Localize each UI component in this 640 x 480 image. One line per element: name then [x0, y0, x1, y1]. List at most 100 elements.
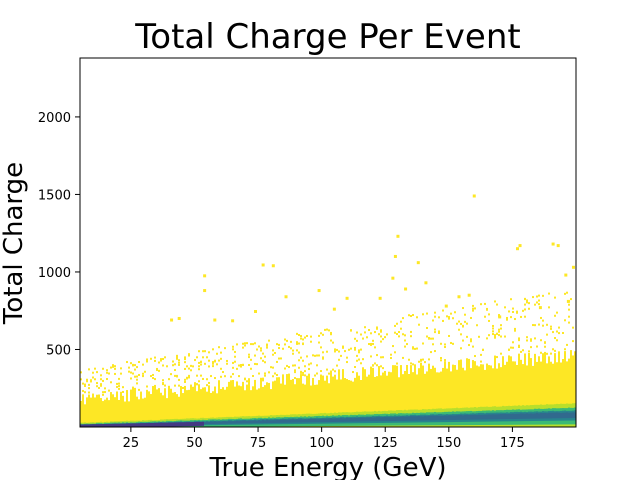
- histogram-bin: [112, 365, 114, 368]
- histogram-bin: [176, 357, 178, 360]
- histogram-bin: [100, 384, 102, 387]
- histogram-bin: [518, 337, 520, 340]
- histogram-bin: [394, 351, 396, 354]
- histogram-bin: [214, 386, 216, 427]
- histogram-bin: [130, 371, 132, 374]
- histogram-bin: [236, 343, 238, 346]
- histogram-bin: [294, 419, 296, 423]
- histogram-bin: [354, 377, 356, 427]
- histogram-bin: [532, 296, 534, 299]
- histogram-bin: [540, 316, 542, 319]
- histogram-bin: [304, 419, 306, 423]
- histogram-bin: [232, 348, 234, 351]
- histogram-bin: [300, 371, 302, 374]
- histogram-bin: [198, 361, 200, 364]
- histogram-bin: [160, 359, 162, 362]
- histogram-bin: [558, 351, 560, 427]
- histogram-bin: [394, 365, 396, 427]
- histogram-bin: [352, 418, 354, 422]
- histogram-bin: [116, 385, 118, 388]
- histogram-bin: [404, 334, 406, 337]
- histogram-bin: [210, 392, 212, 427]
- histogram-bin: [314, 384, 316, 427]
- histogram-bin: [230, 380, 232, 427]
- histogram-bin: [184, 361, 186, 364]
- histogram-bin: [184, 367, 186, 370]
- histogram-bin: [502, 356, 504, 427]
- histogram-bin: [458, 415, 460, 420]
- histogram-bin: [178, 396, 180, 427]
- histogram-bin: [488, 365, 490, 427]
- histogram-bin: [492, 327, 494, 330]
- histogram-bin: [342, 418, 344, 422]
- histogram-bin: [142, 375, 144, 378]
- histogram-bin: [510, 356, 512, 427]
- histogram-bin: [372, 367, 374, 427]
- histogram-bin: [442, 415, 444, 421]
- histogram-bin: [236, 420, 238, 424]
- histogram-bin: [466, 358, 468, 427]
- histogram-bin: [380, 329, 382, 332]
- histogram-bin: [306, 355, 308, 358]
- histogram-bin: [422, 313, 424, 316]
- histogram-bin: [186, 390, 188, 427]
- histogram-bin: [138, 373, 140, 376]
- histogram-bin: [516, 413, 518, 419]
- histogram-bin: [408, 416, 410, 421]
- outlier-point: [571, 265, 575, 269]
- histogram-bin: [410, 362, 412, 365]
- outlier-point: [424, 281, 428, 285]
- histogram-bin: [422, 358, 424, 361]
- histogram-bin: [384, 417, 386, 422]
- histogram-bin: [152, 373, 154, 376]
- histogram-bin: [348, 380, 350, 427]
- histogram-bin: [312, 354, 314, 357]
- histogram-bin: [552, 363, 554, 427]
- histogram-bin: [368, 417, 370, 422]
- histogram-bin: [540, 339, 542, 342]
- histogram-bin: [198, 365, 200, 368]
- histogram-bin: [352, 381, 354, 427]
- histogram-bin: [224, 347, 226, 350]
- histogram-bin: [548, 292, 550, 295]
- outlier-point: [170, 318, 174, 322]
- histogram-bin: [358, 351, 360, 354]
- histogram-bin: [362, 358, 364, 361]
- histogram-bin: [472, 309, 474, 312]
- histogram-bin: [280, 383, 282, 427]
- outlier-point: [391, 276, 395, 280]
- histogram-bin: [514, 318, 516, 321]
- histogram-bin: [158, 422, 160, 427]
- histogram-bin: [300, 335, 302, 338]
- histogram-bin: [418, 368, 420, 427]
- histogram-bin: [492, 368, 494, 427]
- histogram-bin: [328, 418, 330, 423]
- histogram-bin: [200, 360, 202, 363]
- histogram-bin: [134, 388, 136, 427]
- histogram-bin: [522, 349, 524, 352]
- histogram-bin: [166, 365, 168, 368]
- histogram-bin: [428, 415, 430, 421]
- histogram-bin: [274, 380, 276, 427]
- histogram-bin: [432, 365, 434, 427]
- histogram-bin: [546, 352, 548, 355]
- histogram-bin: [316, 372, 318, 375]
- histogram-bin: [292, 378, 294, 427]
- histogram-bin: [528, 302, 530, 305]
- histogram-bin: [88, 391, 90, 394]
- histogram-bin: [124, 401, 126, 427]
- outlier-point: [177, 316, 181, 320]
- histogram-bin: [554, 353, 556, 427]
- histogram-bin: [252, 386, 254, 427]
- histogram-bin: [106, 371, 108, 374]
- histogram-bin: [416, 316, 418, 319]
- histogram-bin: [370, 366, 372, 427]
- histogram-bin: [382, 372, 384, 427]
- outlier-point: [261, 263, 265, 267]
- histogram-bin: [496, 356, 498, 359]
- histogram-bin: [476, 365, 478, 427]
- histogram-bin: [346, 356, 348, 359]
- histogram-bin: [324, 380, 326, 427]
- histogram-bin: [412, 372, 414, 427]
- outlier-point: [213, 318, 217, 322]
